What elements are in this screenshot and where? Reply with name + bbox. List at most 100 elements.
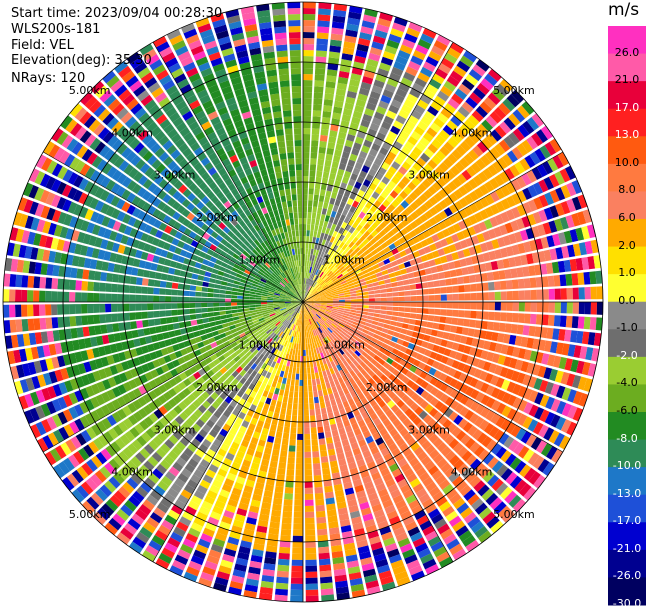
range-gate <box>231 306 237 309</box>
range-gate <box>316 177 322 184</box>
range-gate <box>275 486 284 493</box>
range-gate <box>357 296 363 299</box>
range-gate <box>288 373 292 379</box>
range-gate <box>440 287 446 294</box>
range-gate <box>312 207 317 213</box>
range-gate <box>105 304 111 313</box>
range-gate <box>204 271 211 277</box>
range-gate <box>373 282 380 287</box>
range-gate <box>130 276 137 284</box>
range-gate <box>326 503 336 510</box>
range-gate <box>548 315 555 326</box>
range-gate <box>447 302 453 308</box>
range-gate <box>281 529 291 536</box>
range-gate <box>328 136 336 143</box>
range-gate <box>296 368 299 374</box>
range-gate <box>381 293 387 297</box>
range-gate <box>282 517 292 524</box>
range-gate <box>289 445 296 451</box>
range-gate <box>306 590 319 596</box>
range-gate <box>267 299 273 301</box>
range-gate <box>285 384 290 391</box>
range-gate <box>470 284 477 292</box>
range-gate <box>428 315 435 321</box>
range-gate <box>123 294 129 302</box>
range-gate <box>410 284 417 290</box>
range-gate <box>422 315 429 321</box>
range-gate <box>299 386 303 392</box>
range-gate <box>320 135 328 142</box>
range-gate <box>202 282 209 287</box>
range-gate <box>167 275 174 282</box>
range-gate <box>57 304 63 315</box>
range-gate <box>306 350 309 356</box>
range-gate <box>21 305 27 317</box>
range-gate <box>143 270 150 278</box>
range-gate <box>135 295 141 302</box>
range-gate <box>215 280 222 285</box>
range-gate <box>573 302 579 314</box>
range-gate <box>311 367 315 373</box>
range-gate <box>304 458 311 464</box>
range-gate <box>34 318 41 330</box>
range-gate <box>531 302 537 312</box>
range-gate <box>207 298 213 302</box>
range-gate <box>207 303 213 307</box>
range-gate <box>457 277 464 285</box>
range-gate <box>391 316 398 321</box>
range-gate <box>318 14 331 21</box>
range-gate <box>94 325 101 335</box>
range-gate <box>572 316 579 328</box>
range-gate <box>202 313 209 318</box>
range-gate <box>306 572 318 578</box>
range-gate <box>174 269 181 276</box>
range-gate <box>499 270 506 279</box>
range-gate <box>3 289 9 302</box>
range-gate <box>416 308 422 313</box>
range-gate <box>238 289 244 293</box>
range-gate <box>394 270 401 276</box>
range-gate <box>278 395 284 402</box>
range-gate <box>213 298 219 302</box>
range-gate <box>304 368 307 374</box>
range-gate <box>304 404 309 410</box>
range-gate <box>387 297 393 301</box>
range-gate <box>293 398 298 404</box>
range-gate <box>314 225 318 231</box>
range-gate <box>459 294 465 301</box>
range-gate <box>445 317 452 324</box>
range-gate <box>87 304 93 313</box>
range-gate <box>277 565 289 572</box>
range-gate <box>404 291 410 296</box>
range-gate <box>493 271 500 280</box>
range-gate <box>417 302 423 307</box>
range-gate <box>272 449 280 456</box>
range-gate <box>320 450 327 457</box>
range-gate <box>411 296 417 301</box>
range-gate <box>333 300 339 302</box>
range-gate <box>297 356 300 362</box>
range-gate <box>512 313 519 323</box>
range-gate <box>377 322 384 327</box>
range-gate <box>213 293 219 297</box>
range-gate <box>320 571 332 578</box>
range-gate <box>237 303 243 306</box>
range-gate <box>369 302 375 305</box>
range-gate <box>429 302 435 308</box>
range-gate <box>303 146 310 152</box>
range-gate <box>173 276 180 283</box>
range-gate <box>141 312 148 319</box>
range-gate <box>307 218 311 224</box>
range-gate <box>549 302 555 313</box>
range-gate <box>319 553 330 560</box>
range-gate <box>305 482 313 488</box>
range-gate <box>434 309 440 315</box>
range-gate <box>190 279 197 285</box>
range-gate <box>318 226 323 233</box>
range-gate <box>322 468 330 475</box>
range-gate <box>221 319 228 324</box>
range-gate <box>220 285 227 289</box>
range-gate <box>405 296 411 301</box>
range-gate <box>494 312 501 321</box>
range-gate <box>368 312 374 316</box>
